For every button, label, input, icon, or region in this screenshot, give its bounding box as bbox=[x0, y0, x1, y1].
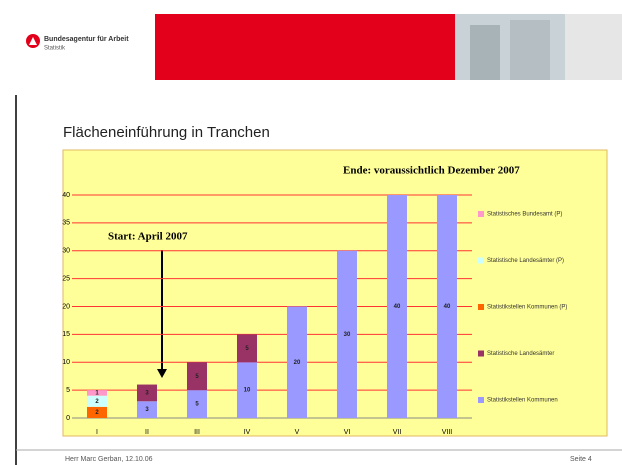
x-tick-label: IV bbox=[244, 429, 251, 436]
footer-author: Herr Marc Gerban, 12.10.06 bbox=[65, 456, 153, 463]
data-label: 40 bbox=[394, 304, 401, 310]
annotation: Start: April 2007 bbox=[108, 231, 188, 243]
header-photo bbox=[470, 25, 500, 80]
x-tick-label: II bbox=[145, 429, 149, 436]
org-name: Bundesagentur für Arbeit bbox=[44, 36, 129, 43]
header-band bbox=[155, 14, 455, 80]
slide: Bundesagentur für Arbeit Statistik Fläch… bbox=[0, 0, 622, 465]
data-label: 40 bbox=[444, 304, 451, 310]
data-label: 20 bbox=[294, 360, 301, 366]
x-tick-label: VII bbox=[393, 429, 402, 436]
y-tick-label: 10 bbox=[62, 359, 70, 366]
header-box bbox=[565, 14, 622, 80]
legend-swatch bbox=[478, 258, 484, 264]
y-tick-label: 35 bbox=[62, 220, 70, 227]
y-tick-label: 15 bbox=[62, 331, 70, 338]
legend-label: Statistikstellen Kommunen bbox=[487, 398, 558, 404]
y-tick-label: 20 bbox=[62, 303, 70, 310]
y-tick-label: 40 bbox=[62, 192, 70, 199]
y-tick-label: 30 bbox=[62, 248, 70, 255]
legend-swatch bbox=[478, 211, 484, 217]
slide-title: Flächeneinführung in Tranchen bbox=[63, 124, 270, 141]
y-tick-label: 25 bbox=[62, 275, 70, 282]
y-tick-label: 0 bbox=[66, 415, 70, 422]
x-tick-label: I bbox=[96, 429, 98, 436]
legend-label: Statistisches Bundesamt (P) bbox=[487, 212, 562, 218]
y-tick-label: 5 bbox=[66, 387, 70, 394]
legend-label: Statistikstellen Kommunen (P) bbox=[487, 305, 567, 311]
legend-swatch bbox=[478, 351, 484, 357]
x-tick-label: VI bbox=[344, 429, 351, 436]
x-tick-label: III bbox=[194, 429, 200, 436]
annotation: Ende: voraussichtlich Dezember 2007 bbox=[343, 165, 520, 177]
legend-label: Statistische Landesämter (P) bbox=[487, 258, 564, 264]
data-label: 10 bbox=[244, 388, 251, 394]
org-unit: Statistik bbox=[44, 46, 66, 52]
legend-label: Statistische Landesämter bbox=[487, 351, 554, 357]
footer-page: Seite 4 bbox=[570, 456, 592, 463]
x-tick-label: V bbox=[295, 429, 300, 436]
legend-swatch bbox=[478, 397, 484, 403]
legend-swatch bbox=[478, 304, 484, 310]
x-tick-label: VIII bbox=[442, 429, 453, 436]
header-photo bbox=[510, 20, 550, 80]
data-label: 30 bbox=[344, 332, 351, 338]
